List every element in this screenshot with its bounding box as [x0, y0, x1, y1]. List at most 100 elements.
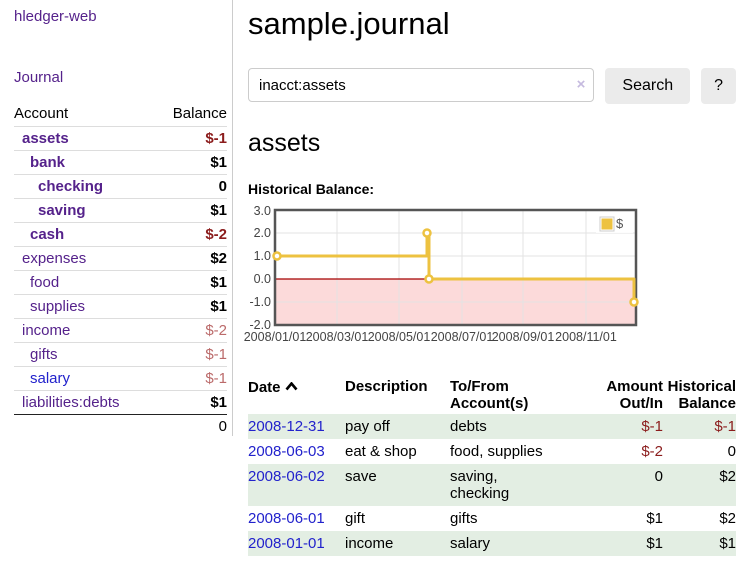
sort-ascending-icon — [285, 378, 298, 395]
account-link-food[interactable]: food — [30, 274, 60, 291]
account-balance: $2 — [154, 246, 227, 271]
chart-title: Historical Balance: — [248, 181, 375, 197]
account-link-assets[interactable]: assets — [22, 130, 69, 147]
transaction-date-link[interactable]: 2008-06-03 — [248, 443, 325, 460]
account-row: liabilities:debts $1 — [14, 390, 227, 415]
register-row: 2008-12-31 pay off debts $-1 $-1 — [248, 414, 736, 439]
transaction-date-link[interactable]: 2008-06-02 — [248, 468, 325, 485]
register-header-description: Description — [345, 378, 428, 395]
register-row: 2008-06-03 eat & shop food, supplies $-2… — [248, 439, 736, 464]
account-link-salary[interactable]: salary — [30, 370, 71, 387]
transaction-description: eat & shop — [345, 443, 417, 460]
search-input[interactable] — [248, 68, 595, 102]
search-button[interactable]: Search — [605, 68, 691, 104]
transaction-accounts: food, supplies — [450, 443, 543, 460]
account-link-checking[interactable]: checking — [38, 178, 104, 195]
legend-swatch-border — [599, 216, 615, 232]
account-row: assets $-1 — [14, 126, 227, 151]
svg-text:-1.0: -1.0 — [249, 295, 271, 309]
svg-text:-2.0: -2.0 — [249, 318, 271, 332]
account-link-expenses[interactable]: expenses — [22, 250, 87, 267]
accounts-total-value: 0 — [154, 414, 227, 438]
svg-text:2008/03/01: 2008/03/01 — [306, 330, 369, 344]
transaction-amount: $1 — [646, 535, 663, 552]
transaction-date-link[interactable]: 2008-12-31 — [248, 418, 325, 435]
legend-label: $ — [616, 216, 624, 231]
account-balance: 0 — [154, 174, 227, 199]
account-balance: $1 — [154, 150, 227, 175]
accounts-header-account: Account — [14, 105, 69, 122]
clear-search-icon[interactable]: × — [576, 76, 586, 93]
page-title: sample.journal — [248, 6, 450, 41]
account-balance: $1 — [154, 270, 227, 295]
svg-text:2008/11/01: 2008/11/01 — [555, 330, 617, 344]
transaction-accounts: gifts — [450, 510, 478, 527]
account-link-liabilities-debts[interactable]: liabilities:debts — [22, 394, 120, 411]
account-row: gifts $-1 — [14, 342, 227, 367]
accounts-table: Account Balance assets $-1 bank $1 check… — [14, 102, 227, 438]
svg-text:1.0: 1.0 — [254, 249, 271, 263]
register-header-balance: Historical Balance — [667, 378, 736, 412]
account-row: bank $1 — [14, 150, 227, 175]
transaction-balance: $1 — [719, 535, 736, 552]
chart-canvas[interactable]: $ 3.0 2.0 1.0 0.0 -1.0 -2.0 2008/01/01 2… — [244, 204, 644, 350]
transaction-accounts: saving, checking — [450, 468, 510, 502]
account-row: checking 0 — [14, 174, 227, 199]
register-header-date: Date — [248, 376, 345, 414]
chart-legend: $ — [596, 214, 633, 233]
accounts-header-balance: Balance — [172, 105, 227, 122]
transaction-description: income — [345, 535, 394, 552]
account-link-income[interactable]: income — [22, 322, 71, 339]
register-header-amount: Amount Out/In — [606, 378, 663, 412]
transaction-balance: $2 — [719, 468, 736, 485]
register-header-accounts: To/From Account(s) — [450, 378, 529, 412]
x-axis-ticks: 2008/01/01 2008/03/01 2008/05/01 2008/07… — [244, 330, 617, 344]
sidebar-item-journal[interactable]: Journal — [14, 69, 64, 86]
account-row: saving $1 — [14, 198, 227, 223]
historical-balance-chart[interactable]: $ 3.0 2.0 1.0 0.0 -1.0 -2.0 2008/01/01 2… — [244, 204, 644, 350]
legend-swatch — [601, 218, 613, 230]
register-row: 2008-01-01 income salary $1 $1 — [248, 531, 736, 556]
account-link-gifts[interactable]: gifts — [30, 346, 58, 363]
transaction-date-link[interactable]: 2008-06-01 — [248, 510, 325, 527]
account-row: food $1 — [14, 270, 227, 295]
account-link-saving[interactable]: saving — [38, 202, 86, 219]
account-balance: $1 — [154, 390, 227, 415]
transaction-description: gift — [345, 510, 366, 527]
account-heading: assets — [248, 129, 321, 157]
register-row: 2008-06-01 gift gifts $1 $2 — [248, 506, 736, 531]
y-axis-ticks: 3.0 2.0 1.0 0.0 -1.0 -2.0 — [249, 204, 271, 332]
account-balance: $-2 — [154, 318, 227, 343]
transaction-accounts: debts — [450, 418, 487, 435]
accounts-header-row: Account Balance — [14, 102, 227, 127]
transaction-date-link[interactable]: 2008-01-01 — [248, 535, 325, 552]
svg-text:3.0: 3.0 — [254, 204, 271, 218]
accounts-total-row: 0 — [14, 414, 227, 438]
account-link-bank[interactable]: bank — [30, 154, 66, 171]
transaction-description: save — [345, 468, 377, 485]
account-row: cash $-2 — [14, 222, 227, 247]
transaction-balance: $2 — [719, 510, 736, 527]
transaction-amount: $-2 — [641, 443, 663, 460]
app-brand-link[interactable]: hledger-web — [14, 8, 97, 25]
svg-text:2008/07/01: 2008/07/01 — [431, 330, 494, 344]
main-content: sample.journal × Search ? assets Histori… — [244, 0, 736, 556]
svg-text:2008/05/01: 2008/05/01 — [368, 330, 431, 344]
help-button[interactable]: ? — [701, 68, 736, 104]
account-balance: $1 — [154, 294, 227, 319]
account-link-supplies[interactable]: supplies — [30, 298, 86, 315]
account-link-cash[interactable]: cash — [30, 226, 65, 243]
transaction-balance: 0 — [727, 443, 736, 460]
svg-text:0.0: 0.0 — [254, 272, 271, 286]
account-row: salary $-1 — [14, 366, 227, 391]
svg-text:2008/09/01: 2008/09/01 — [492, 330, 555, 344]
transaction-amount: 0 — [654, 468, 663, 485]
register-header-row: Date Description To/From Account(s) Amou… — [248, 376, 736, 414]
register-row: 2008-06-02 save saving, checking 0 $2 — [248, 464, 736, 506]
svg-text:2008/01/01: 2008/01/01 — [244, 330, 307, 344]
plot-border — [273, 208, 638, 327]
transaction-balance: $-1 — [714, 418, 736, 435]
transaction-amount: $-1 — [641, 418, 663, 435]
transaction-amount: $1 — [646, 510, 663, 527]
search-form: × Search ? — [248, 68, 736, 104]
